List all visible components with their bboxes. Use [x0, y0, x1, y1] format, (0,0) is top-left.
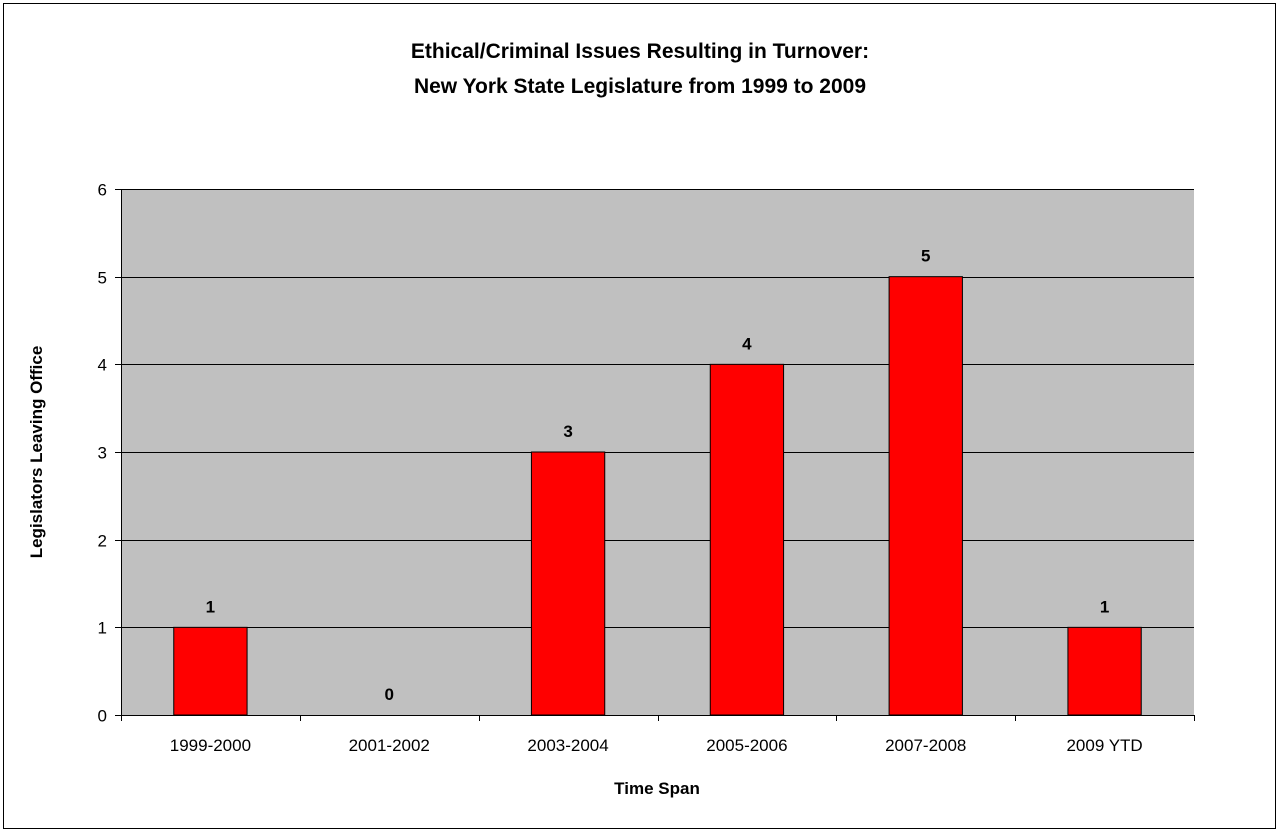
- y-tick-label: 5: [98, 269, 107, 288]
- data-label: 3: [563, 422, 572, 441]
- bar-1999-2000: [174, 627, 247, 715]
- y-axis: 0 1 2 3 4 5 6: [98, 181, 122, 726]
- data-label: 0: [385, 685, 394, 704]
- y-tick-label: 4: [98, 356, 107, 375]
- x-tick-label: 2005-2006: [706, 736, 787, 755]
- y-tick-label: 6: [98, 181, 107, 200]
- x-axis: 1999-2000 2001-2002 2003-2004 2005-2006 2007…: [121, 715, 1195, 755]
- x-tick-label: 2007-2008: [885, 736, 966, 755]
- y-tick-label: 0: [98, 707, 107, 726]
- bar-2005-2006: [710, 364, 783, 715]
- x-tick-label: 2001-2002: [349, 736, 430, 755]
- y-tick-label: 3: [98, 444, 107, 463]
- data-label: 1: [1100, 597, 1109, 616]
- bar-2009-ytd: [1068, 627, 1141, 715]
- chart-title: Ethical/Criminal Issues Resulting in Tur…: [411, 40, 869, 63]
- x-tick-label: 2003-2004: [527, 736, 608, 755]
- x-tick-label: 2009 YTD: [1066, 736, 1142, 755]
- bar-2003-2004: [531, 452, 604, 715]
- data-label: 5: [921, 247, 930, 266]
- y-tick-label: 1: [98, 619, 107, 638]
- bar-2007-2008: [889, 277, 962, 715]
- x-axis-title: Time Span: [614, 779, 700, 798]
- y-axis-title: Legislators Leaving Office: [27, 346, 46, 559]
- chart-subtitle: New York State Legislature from 1999 to …: [414, 75, 866, 98]
- x-tick-label: 1999-2000: [170, 736, 251, 755]
- data-label: 4: [742, 334, 752, 353]
- data-label: 1: [206, 597, 215, 616]
- y-tick-label: 2: [98, 532, 107, 551]
